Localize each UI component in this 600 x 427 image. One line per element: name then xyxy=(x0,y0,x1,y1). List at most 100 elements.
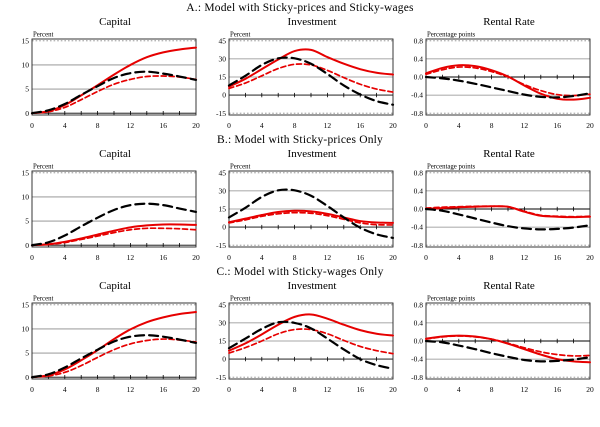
svg-text:0: 0 xyxy=(25,373,29,382)
svg-text:12: 12 xyxy=(521,385,529,394)
svg-text:20: 20 xyxy=(389,385,397,394)
svg-text:4: 4 xyxy=(457,253,461,262)
svg-text:4: 4 xyxy=(260,253,264,262)
panel-a: A.: Model with Sticky-prices and Sticky-… xyxy=(0,2,600,132)
panel-c-charts: Capital 0 5 10 15 0 4 8 12 16 20 Percent Investmen… xyxy=(0,279,600,396)
chart-rental-rate-c: Rental Rate -0.8 -0.4 0.0 0.4 0.8 0 4 8 12 16 20 Pe… xyxy=(399,279,595,396)
chart-title-investment-c: Investment xyxy=(287,280,337,292)
svg-text:12: 12 xyxy=(127,385,135,394)
chart-title-investment-b: Investment xyxy=(287,148,337,160)
svg-text:Percentage points: Percentage points xyxy=(427,32,475,39)
svg-text:8: 8 xyxy=(490,385,494,394)
panel-b-charts: Capital 0 5 10 15 0 4 8 12 16 20 Percent Investmen… xyxy=(0,147,600,264)
panel-a-title: A.: Model with Sticky-prices and Sticky-… xyxy=(186,2,414,14)
svg-text:45: 45 xyxy=(219,168,227,177)
svg-text:16: 16 xyxy=(356,385,364,394)
svg-text:20: 20 xyxy=(586,253,594,262)
svg-text:0: 0 xyxy=(424,385,428,394)
svg-text:20: 20 xyxy=(389,121,397,130)
panel-a-charts: Capital 0 5 10 15 0 4 8 12 16 20 Percent Investmen… xyxy=(0,15,600,132)
svg-text:Percentage points: Percentage points xyxy=(427,164,475,171)
svg-text:0: 0 xyxy=(227,253,231,262)
svg-text:20: 20 xyxy=(586,121,594,130)
panel-c-title: C.: Model with Sticky-wages Only xyxy=(216,266,384,278)
chart-title-capital-a: Capital xyxy=(99,16,131,28)
svg-text:-15: -15 xyxy=(216,109,226,118)
svg-text:0: 0 xyxy=(25,241,29,250)
svg-text:15: 15 xyxy=(22,300,30,309)
svg-text:-0.8: -0.8 xyxy=(411,109,423,118)
plot-rental-rate-c: -0.8 -0.4 0.0 0.4 0.8 0 4 8 12 16 20 Percentage poi… xyxy=(411,296,594,395)
svg-text:4: 4 xyxy=(63,253,67,262)
chart-investment-a: Investment -15 0 15 30 45 0 4 8 12 16 20 Percent xyxy=(202,15,398,132)
plot-rental-rate-a: -0.8 -0.4 0.0 0.4 0.8 0 4 8 12 16 20 Percentage poi… xyxy=(411,32,594,131)
svg-text:0.0: 0.0 xyxy=(414,337,424,346)
svg-text:12: 12 xyxy=(324,385,332,394)
svg-text:Percent: Percent xyxy=(230,296,250,303)
svg-text:20: 20 xyxy=(192,385,200,394)
svg-text:0: 0 xyxy=(30,121,34,130)
svg-text:0.4: 0.4 xyxy=(414,187,424,196)
svg-text:5: 5 xyxy=(25,349,29,358)
chart-capital-a: Capital 0 5 10 15 0 4 8 12 16 20 Percent xyxy=(5,15,201,132)
svg-text:-0.4: -0.4 xyxy=(411,355,423,364)
svg-text:15: 15 xyxy=(22,36,30,45)
svg-text:0.0: 0.0 xyxy=(414,73,424,82)
chart-title-rental-rate-c: Rental Rate xyxy=(483,280,535,292)
panel-b-title: B.: Model with Sticky-prices Only xyxy=(217,134,383,146)
svg-text:-0.4: -0.4 xyxy=(411,223,423,232)
svg-text:10: 10 xyxy=(22,325,30,334)
chart-title-rental-rate-b: Rental Rate xyxy=(483,148,535,160)
svg-text:0: 0 xyxy=(424,253,428,262)
svg-text:8: 8 xyxy=(293,385,297,394)
chart-rental-rate-b: Rental Rate -0.8 -0.4 0.0 0.4 0.8 0 4 8 12 16 20 Pe… xyxy=(399,147,595,264)
svg-text:16: 16 xyxy=(159,121,167,130)
svg-text:0.4: 0.4 xyxy=(414,55,424,64)
svg-text:Percent: Percent xyxy=(33,32,53,39)
svg-text:5: 5 xyxy=(25,217,29,226)
svg-text:0.8: 0.8 xyxy=(414,168,424,177)
svg-text:12: 12 xyxy=(324,121,332,130)
svg-text:16: 16 xyxy=(553,121,561,130)
svg-text:Percent: Percent xyxy=(230,32,250,39)
svg-text:0.0: 0.0 xyxy=(414,205,424,214)
svg-text:16: 16 xyxy=(553,385,561,394)
svg-text:30: 30 xyxy=(219,55,227,64)
svg-text:12: 12 xyxy=(127,121,135,130)
chart-capital-c: Capital 0 5 10 15 0 4 8 12 16 20 Percent xyxy=(5,279,201,396)
svg-text:8: 8 xyxy=(293,253,297,262)
svg-text:4: 4 xyxy=(260,121,264,130)
svg-text:16: 16 xyxy=(159,253,167,262)
svg-text:45: 45 xyxy=(219,36,227,45)
svg-text:Percent: Percent xyxy=(33,164,53,171)
svg-text:4: 4 xyxy=(260,385,264,394)
chart-title-capital-c: Capital xyxy=(99,280,131,292)
svg-text:-15: -15 xyxy=(216,373,226,382)
svg-text:8: 8 xyxy=(490,121,494,130)
svg-text:0: 0 xyxy=(30,385,34,394)
svg-text:15: 15 xyxy=(22,168,30,177)
chart-investment-b: Investment -15 0 15 30 45 0 4 8 12 16 20 Percent xyxy=(202,147,398,264)
svg-text:15: 15 xyxy=(219,337,227,346)
plot-rental-rate-b: -0.8 -0.4 0.0 0.4 0.8 0 4 8 12 16 20 Percentage poi… xyxy=(411,164,594,263)
panel-c: C.: Model with Sticky-wages Only Capital… xyxy=(0,266,600,396)
svg-text:0: 0 xyxy=(222,91,226,100)
svg-text:16: 16 xyxy=(356,253,364,262)
plot-capital-a: 0 5 10 15 0 4 8 12 16 20 Percent xyxy=(22,32,201,131)
svg-text:4: 4 xyxy=(457,385,461,394)
svg-text:-0.8: -0.8 xyxy=(411,241,423,250)
svg-text:12: 12 xyxy=(127,253,135,262)
svg-text:15: 15 xyxy=(219,205,227,214)
svg-text:12: 12 xyxy=(521,121,529,130)
svg-text:-15: -15 xyxy=(216,241,226,250)
chart-title-capital-b: Capital xyxy=(99,148,131,160)
chart-capital-b: Capital 0 5 10 15 0 4 8 12 16 20 Percent xyxy=(5,147,201,264)
svg-text:Percentage points: Percentage points xyxy=(427,296,475,303)
svg-text:0: 0 xyxy=(227,121,231,130)
svg-text:4: 4 xyxy=(63,385,67,394)
svg-text:8: 8 xyxy=(490,253,494,262)
svg-text:5: 5 xyxy=(25,85,29,94)
